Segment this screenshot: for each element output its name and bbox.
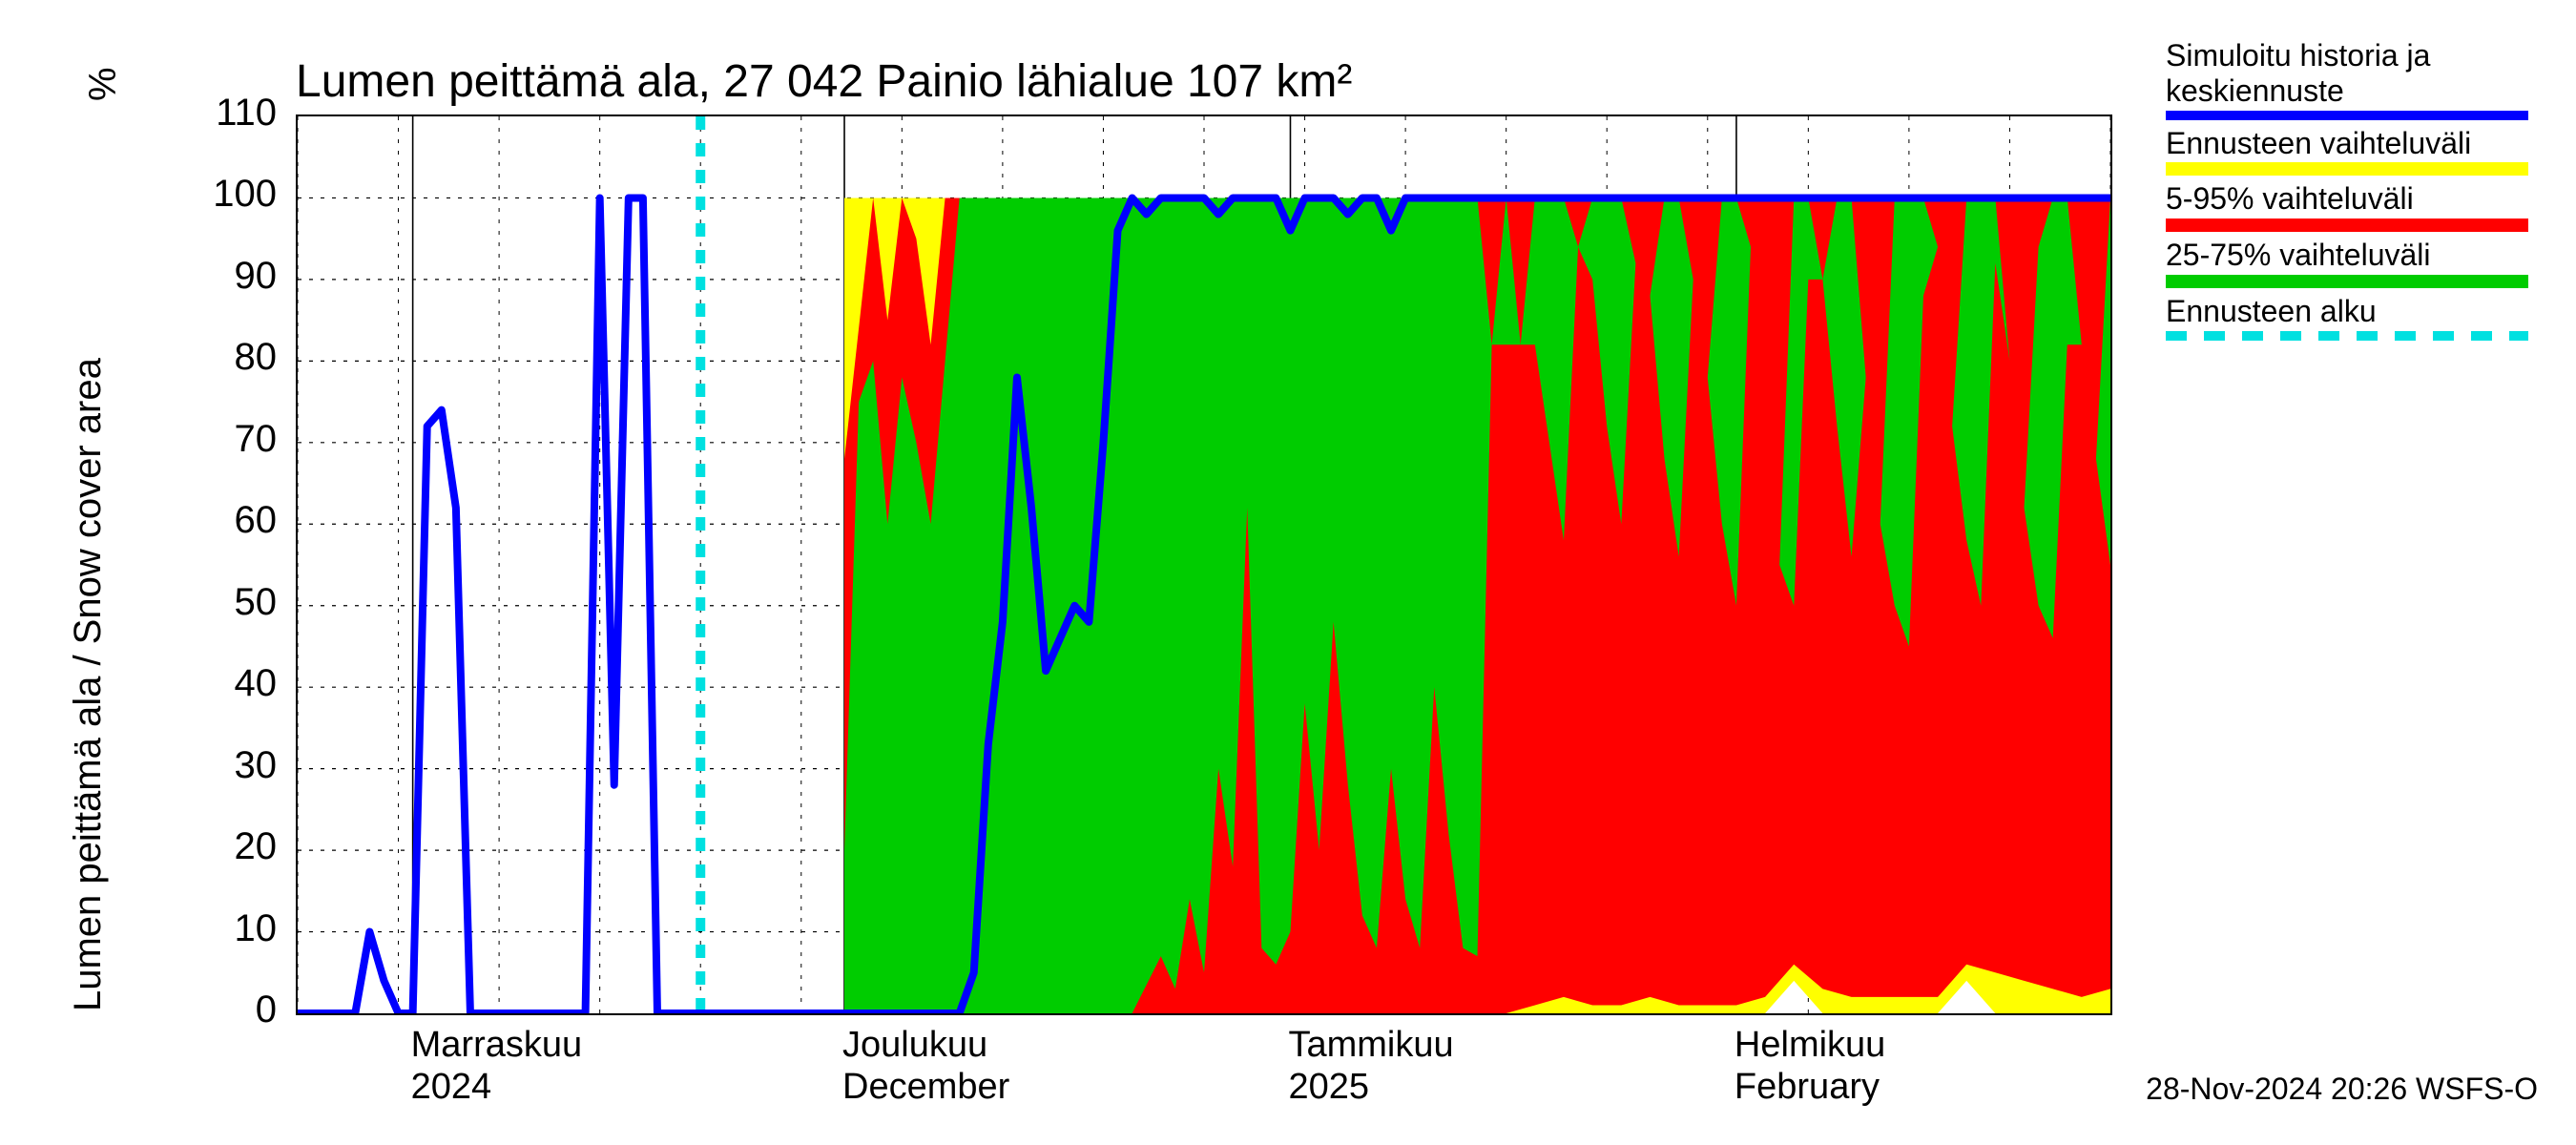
legend-entry: Simuloitu historia ja keskiennuste (2166, 38, 2547, 120)
x-month-label-bottom: 2024 (411, 1067, 492, 1108)
x-month-label-bottom: February (1735, 1067, 1880, 1108)
x-month-label-bottom: December (842, 1067, 1009, 1108)
y-tick-label: 30 (191, 744, 277, 787)
legend-label: Ennusteen vaihteluväli (2166, 126, 2547, 161)
chart-title: Lumen peittämä ala, 27 042 Painio lähial… (296, 55, 1352, 108)
legend-label: Simuloitu historia ja keskiennuste (2166, 38, 2547, 109)
y-tick-label: 0 (191, 989, 277, 1031)
x-month-label-bottom: 2025 (1288, 1067, 1369, 1108)
legend-swatch (2166, 219, 2528, 232)
y-tick-label: 40 (191, 662, 277, 705)
legend-swatch (2166, 162, 2528, 176)
y-tick-label: 80 (191, 336, 277, 379)
y-tick-label: 110 (191, 92, 277, 135)
plot-area (296, 114, 2112, 1015)
x-month-label-top: Joulukuu (842, 1025, 987, 1066)
legend-entry: Ennusteen alku (2166, 294, 2547, 341)
y-tick-label: 70 (191, 418, 277, 461)
legend-swatch (2166, 111, 2528, 120)
legend-label: 5-95% vaihteluväli (2166, 181, 2547, 217)
y-axis-label: Lumen peittämä ala / Snow cover area (67, 358, 110, 1011)
legend-swatch (2166, 275, 2528, 288)
x-month-label-top: Tammikuu (1288, 1025, 1453, 1066)
y-tick-label: 20 (191, 825, 277, 868)
y-tick-label: 60 (191, 499, 277, 542)
y-tick-label: 50 (191, 581, 277, 624)
y-tick-label: 100 (191, 173, 277, 216)
x-month-label-top: Helmikuu (1735, 1025, 1885, 1066)
y-tick-label: 90 (191, 255, 277, 298)
y-tick-label: 10 (191, 907, 277, 950)
x-month-label-top: Marraskuu (411, 1025, 583, 1066)
y-axis-unit: % (82, 67, 125, 101)
legend-swatch (2166, 331, 2528, 341)
legend-entry: Ennusteen vaihteluväli (2166, 126, 2547, 177)
footer-timestamp: 28-Nov-2024 20:26 WSFS-O (2146, 1072, 2538, 1107)
chart-container: { "title": "Lumen peittämä ala, 27 042 P… (0, 0, 2576, 1145)
legend-entry: 25-75% vaihteluväli (2166, 238, 2547, 288)
legend: Simuloitu historia ja keskiennuste Ennust… (2166, 38, 2547, 346)
legend-label: 25-75% vaihteluväli (2166, 238, 2547, 273)
legend-label: Ennusteen alku (2166, 294, 2547, 329)
legend-entry: 5-95% vaihteluväli (2166, 181, 2547, 232)
